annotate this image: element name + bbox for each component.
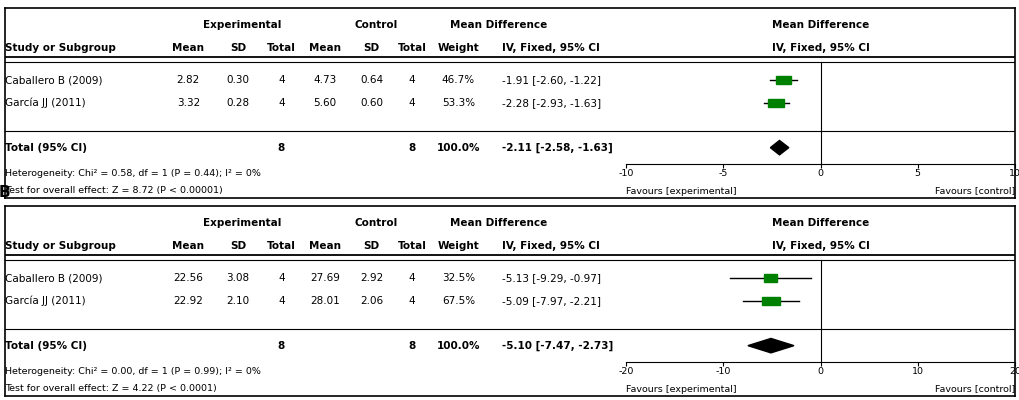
Text: 22.56: 22.56 <box>173 273 203 283</box>
Text: 0.60: 0.60 <box>360 98 382 108</box>
Text: 2.10: 2.10 <box>226 296 250 306</box>
Text: 3.32: 3.32 <box>176 98 200 108</box>
Text: 5.60: 5.60 <box>313 98 336 108</box>
Text: Caballero B (2009): Caballero B (2009) <box>5 75 103 85</box>
Text: 0.30: 0.30 <box>226 75 250 85</box>
Text: 4: 4 <box>409 273 415 283</box>
Text: Mean: Mean <box>172 241 204 251</box>
Text: Total: Total <box>397 241 426 251</box>
Text: Study or Subgroup: Study or Subgroup <box>5 43 116 53</box>
Text: Mean Difference: Mean Difference <box>449 218 547 228</box>
Text: Mean: Mean <box>309 43 340 53</box>
Text: 28.01: 28.01 <box>310 296 339 306</box>
Text: IV, Fixed, 95% CI: IV, Fixed, 95% CI <box>770 43 868 53</box>
Text: 4.73: 4.73 <box>313 75 336 85</box>
Text: Favours [control]: Favours [control] <box>933 385 1014 394</box>
Text: 4: 4 <box>409 296 415 306</box>
Text: Heterogeneity: Chi² = 0.58, df = 1 (P = 0.44); I² = 0%: Heterogeneity: Chi² = 0.58, df = 1 (P = … <box>5 169 261 178</box>
Text: Mean Difference: Mean Difference <box>771 20 868 30</box>
Text: Favours [experimental]: Favours [experimental] <box>626 186 736 196</box>
Text: -2.11 [-2.58, -1.63]: -2.11 [-2.58, -1.63] <box>501 142 612 153</box>
Text: 2.92: 2.92 <box>360 273 383 283</box>
Bar <box>763 274 776 282</box>
Text: 67.5%: 67.5% <box>441 296 475 306</box>
Text: 4: 4 <box>278 273 284 283</box>
Text: 100.0%: 100.0% <box>436 341 480 351</box>
Text: 0.64: 0.64 <box>360 75 383 85</box>
Text: 32.5%: 32.5% <box>441 273 475 283</box>
Text: 8: 8 <box>408 143 415 153</box>
Text: -5.13 [-9.29, -0.97]: -5.13 [-9.29, -0.97] <box>501 273 600 283</box>
Text: 100.0%: 100.0% <box>436 143 480 153</box>
Text: SD: SD <box>229 241 246 251</box>
Text: -5.10 [-7.47, -2.73]: -5.10 [-7.47, -2.73] <box>501 340 612 351</box>
Text: Total: Total <box>267 43 296 53</box>
Text: Study or Subgroup: Study or Subgroup <box>5 241 116 251</box>
Text: Mean: Mean <box>309 241 340 251</box>
Text: 2.82: 2.82 <box>176 75 200 85</box>
Polygon shape <box>769 140 788 155</box>
Polygon shape <box>747 338 793 353</box>
Text: Control: Control <box>354 218 396 228</box>
Text: IV, Fixed, 95% CI: IV, Fixed, 95% CI <box>501 241 599 251</box>
Text: 2.06: 2.06 <box>360 296 383 306</box>
Text: Favours [experimental]: Favours [experimental] <box>626 385 736 394</box>
Text: 4: 4 <box>278 75 284 85</box>
Text: García JJ (2011): García JJ (2011) <box>5 98 86 108</box>
Text: Total (95% CI): Total (95% CI) <box>5 143 87 153</box>
Text: Weight: Weight <box>437 241 479 251</box>
Text: Favours [control]: Favours [control] <box>933 186 1014 196</box>
Bar <box>761 297 780 305</box>
Text: 27.69: 27.69 <box>310 273 339 283</box>
Text: 4: 4 <box>278 98 284 108</box>
Text: -1.91 [-2.60, -1.22]: -1.91 [-2.60, -1.22] <box>501 75 600 85</box>
Text: IV, Fixed, 95% CI: IV, Fixed, 95% CI <box>501 43 599 53</box>
Text: 22.92: 22.92 <box>173 296 203 306</box>
Bar <box>767 99 784 107</box>
Text: IV, Fixed, 95% CI: IV, Fixed, 95% CI <box>770 241 868 251</box>
Text: Total: Total <box>267 241 296 251</box>
Text: A: A <box>0 0 10 2</box>
Text: Test for overall effect: Z = 8.72 (P < 0.00001): Test for overall effect: Z = 8.72 (P < 0… <box>5 186 222 195</box>
Text: Mean Difference: Mean Difference <box>449 20 547 30</box>
Text: 8: 8 <box>408 341 415 351</box>
Text: -5.09 [-7.97, -2.21]: -5.09 [-7.97, -2.21] <box>501 296 600 306</box>
Text: 53.3%: 53.3% <box>441 98 475 108</box>
Text: SD: SD <box>363 241 379 251</box>
Text: Total (95% CI): Total (95% CI) <box>5 341 87 351</box>
Text: -2.28 [-2.93, -1.63]: -2.28 [-2.93, -1.63] <box>501 98 600 108</box>
Text: Experimental: Experimental <box>203 20 281 30</box>
Text: 8: 8 <box>277 143 284 153</box>
Text: Weight: Weight <box>437 43 479 53</box>
Text: Control: Control <box>354 20 396 30</box>
Text: 3.08: 3.08 <box>226 273 250 283</box>
Text: SD: SD <box>229 43 246 53</box>
Text: Heterogeneity: Chi² = 0.00, df = 1 (P = 0.99); I² = 0%: Heterogeneity: Chi² = 0.00, df = 1 (P = … <box>5 367 261 376</box>
Text: 8: 8 <box>277 341 284 351</box>
Text: B: B <box>0 185 10 200</box>
Text: Mean Difference: Mean Difference <box>771 218 868 228</box>
Text: 0.28: 0.28 <box>226 98 250 108</box>
Text: García JJ (2011): García JJ (2011) <box>5 296 86 306</box>
Text: 4: 4 <box>278 296 284 306</box>
Text: Total: Total <box>397 43 426 53</box>
Bar <box>775 76 790 84</box>
Text: 4: 4 <box>409 75 415 85</box>
Text: Test for overall effect: Z = 4.22 (P < 0.0001): Test for overall effect: Z = 4.22 (P < 0… <box>5 384 217 393</box>
Text: Caballero B (2009): Caballero B (2009) <box>5 273 103 283</box>
Text: 46.7%: 46.7% <box>441 75 475 85</box>
Text: SD: SD <box>363 43 379 53</box>
Text: Mean: Mean <box>172 43 204 53</box>
Text: Experimental: Experimental <box>203 218 281 228</box>
Text: 4: 4 <box>409 98 415 108</box>
